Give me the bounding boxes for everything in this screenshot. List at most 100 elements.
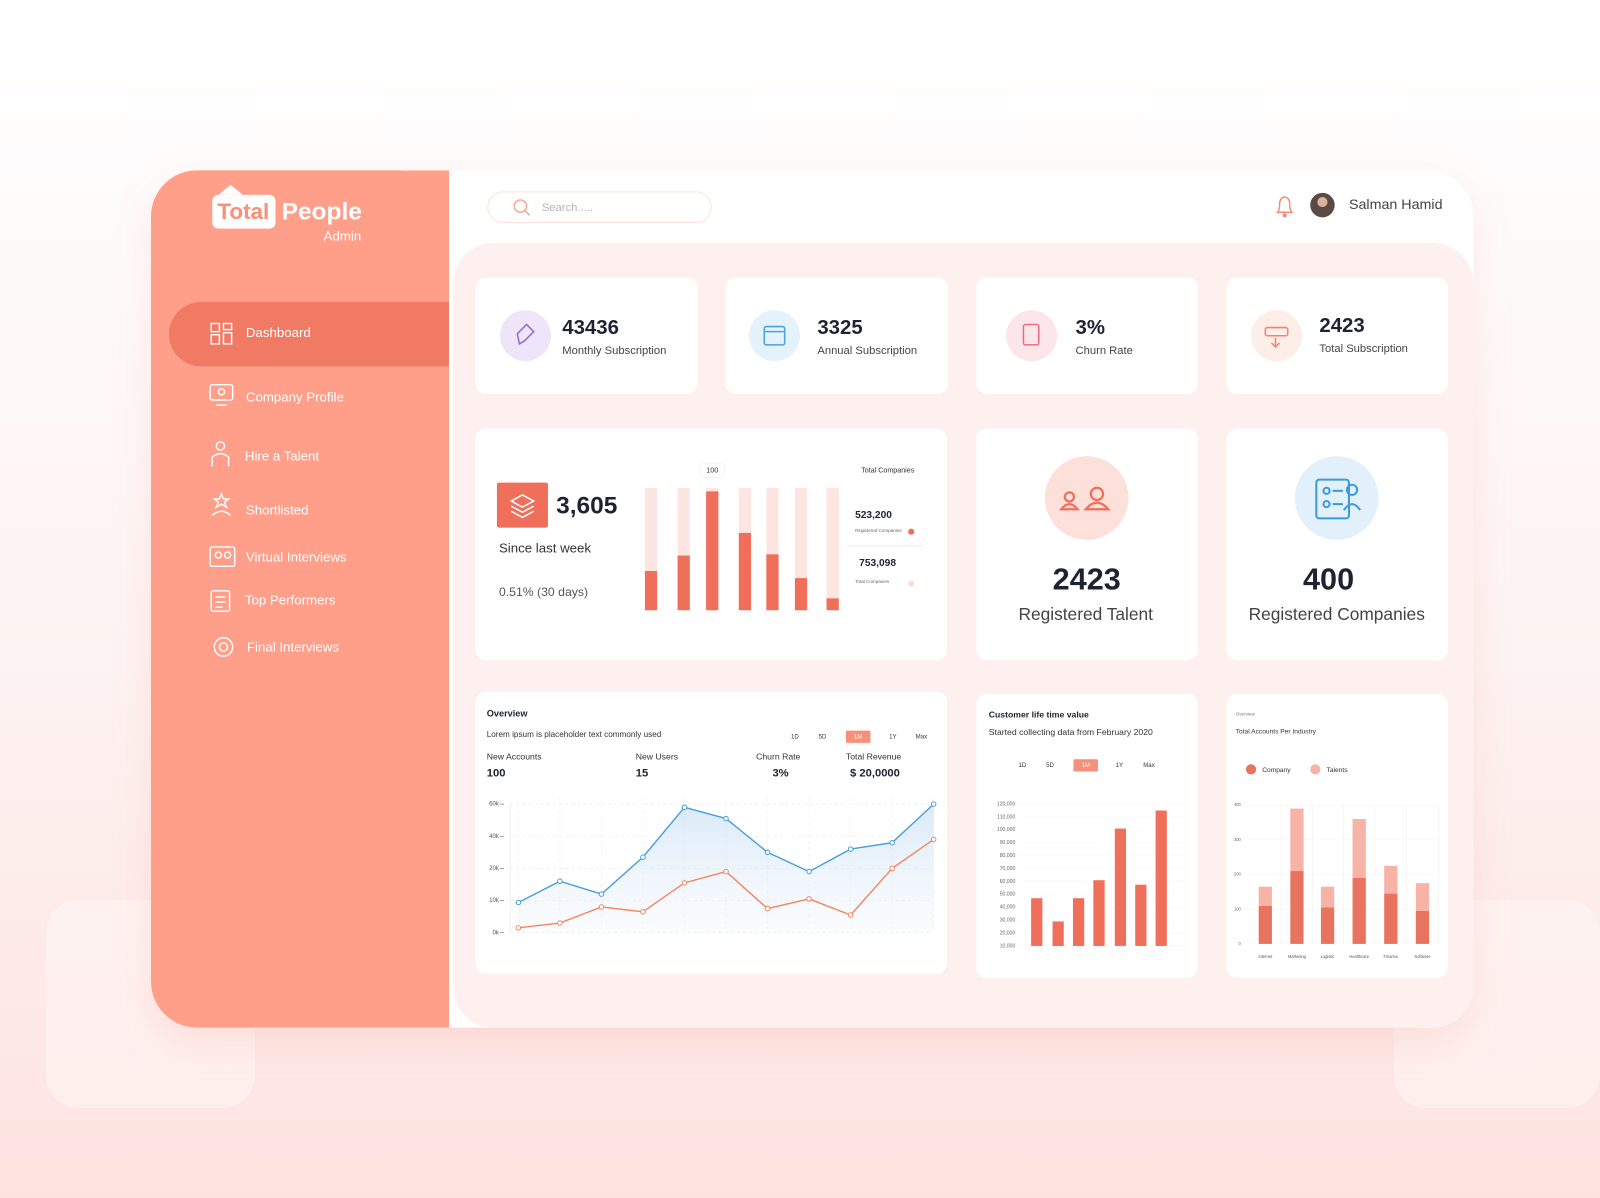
nav-icon — [209, 384, 234, 406]
card-title: Total Accounts Per Industry — [1236, 728, 1317, 735]
y-tick-label: 30,000 — [1000, 917, 1016, 923]
line-point — [598, 904, 605, 910]
stat-card: 43436 Monthly Subscription — [475, 277, 698, 394]
search-box[interactable]: Search..... — [487, 191, 712, 223]
legend-value: 753,098 — [859, 558, 896, 569]
range-button[interactable]: Max — [1143, 762, 1155, 769]
nav-item[interactable]: Shortlisted — [211, 491, 309, 518]
y-tick-label: 20,000 — [1000, 930, 1016, 936]
bar-segment — [1320, 907, 1335, 944]
stat-card: 3325 Annual Subscription — [725, 277, 948, 394]
bar-segment — [1290, 808, 1304, 872]
bar — [1031, 898, 1043, 946]
user-menu[interactable]: Salman Hamid — [1310, 192, 1443, 218]
bar — [1155, 810, 1167, 946]
card — [976, 277, 1198, 394]
line-point — [847, 846, 854, 852]
range-button[interactable]: 1D — [1019, 762, 1027, 769]
bar — [677, 555, 690, 611]
y-tick-label: 400 — [1234, 802, 1242, 807]
line-point — [847, 912, 854, 918]
notification-bell[interactable] — [1275, 196, 1294, 218]
metric-label: New Accounts — [487, 751, 543, 761]
bar — [706, 491, 719, 611]
card-subtitle: Lorem ipsum is placeholder text commonly… — [487, 730, 662, 739]
stat-icon — [516, 323, 535, 346]
stat-icon — [1022, 323, 1040, 346]
card — [475, 277, 698, 394]
line-point — [681, 804, 688, 811]
counter-label: Registered Talent — [1018, 604, 1153, 624]
y-tick-label: 60,000 — [1000, 879, 1016, 885]
metric-label: Churn Rate — [756, 751, 800, 761]
legend-label: Company — [1262, 767, 1291, 774]
metric-value: $ 20,0000 — [850, 767, 900, 779]
range-button[interactable]: 1Y — [889, 733, 896, 740]
bar — [826, 598, 839, 611]
logo-box — [212, 194, 276, 229]
stat-icon-bg — [1006, 310, 1058, 362]
nav-item[interactable]: Final Interviews — [213, 637, 339, 657]
y-tick-label: 50,000 — [1000, 892, 1016, 898]
weekly-change: 0.51% (30 days) — [499, 585, 588, 599]
layers-icon — [509, 494, 536, 519]
nav-icon — [210, 590, 231, 612]
nav-item[interactable]: Virtual Interviews — [209, 546, 347, 568]
legend-title: Total Companies — [861, 466, 915, 474]
x-tick-label: Software — [1414, 954, 1431, 959]
card-title: Customer life time value — [989, 710, 1089, 720]
bar-segment — [1415, 910, 1430, 944]
nav-item[interactable]: Company Profile — [209, 384, 344, 406]
y-tick-label: 100 — [1234, 906, 1242, 911]
range-button[interactable]: Max — [916, 733, 928, 740]
nav-item[interactable]: Top Performers — [210, 590, 336, 612]
range-button[interactable]: 5D — [819, 733, 827, 740]
y-tick-label: 0 — [1239, 941, 1242, 946]
stat-icon — [1264, 326, 1289, 337]
range-button[interactable]: 1D — [791, 733, 799, 740]
bar-segment — [1290, 871, 1304, 944]
counter-card: 400 Registered Companies — [1226, 428, 1448, 661]
x-tick-label: Logistic — [1321, 954, 1335, 959]
bar — [794, 578, 808, 611]
line-point — [681, 880, 688, 886]
line-point — [515, 899, 522, 906]
y-tick-label: 60k — [489, 801, 500, 808]
stat-label: Annual Subscription — [817, 345, 917, 357]
legend-dot — [908, 580, 915, 587]
bar-segment — [1384, 865, 1398, 894]
legend-label: Total Companies — [855, 579, 890, 584]
bell-icon — [1282, 213, 1287, 218]
y-tick-label: 110,000 — [997, 814, 1015, 820]
bar-value-label: 100 — [706, 466, 718, 474]
value-bubble — [699, 462, 726, 479]
range-active-bg — [1073, 759, 1098, 772]
line-point — [764, 905, 771, 912]
bar — [1052, 921, 1064, 946]
stat-card: 3% Churn Rate — [976, 277, 1198, 394]
line-point — [806, 896, 812, 902]
range-active-bg — [845, 730, 871, 743]
user-name: Salman Hamid — [1349, 197, 1443, 213]
bar — [1072, 898, 1085, 946]
stat-value: 3325 — [817, 317, 862, 339]
metric-label: Total Revenue — [846, 751, 902, 761]
range-button[interactable]: 1Y — [1116, 762, 1123, 769]
counter-icon-bg — [1044, 456, 1129, 540]
metric-value: 3% — [772, 767, 788, 779]
nav-item[interactable]: Hire a Talent — [211, 441, 319, 467]
counter-value: 2423 — [1053, 563, 1121, 597]
bar-segment — [1258, 905, 1272, 944]
bar — [644, 570, 658, 611]
brand-word: Total — [217, 199, 269, 224]
nav-item[interactable]: Dashboard — [210, 322, 311, 345]
weekly-caption: Since last week — [499, 541, 591, 556]
range-button[interactable]: 1M — [1081, 762, 1090, 769]
line-point — [640, 909, 646, 915]
range-button[interactable]: 5D — [1046, 762, 1054, 769]
bar-segment — [1384, 893, 1398, 944]
nav-label: Top Performers — [245, 593, 336, 608]
search-field — [487, 191, 712, 223]
nav-label: Dashboard — [246, 325, 311, 340]
range-button[interactable]: 1M — [854, 733, 863, 740]
